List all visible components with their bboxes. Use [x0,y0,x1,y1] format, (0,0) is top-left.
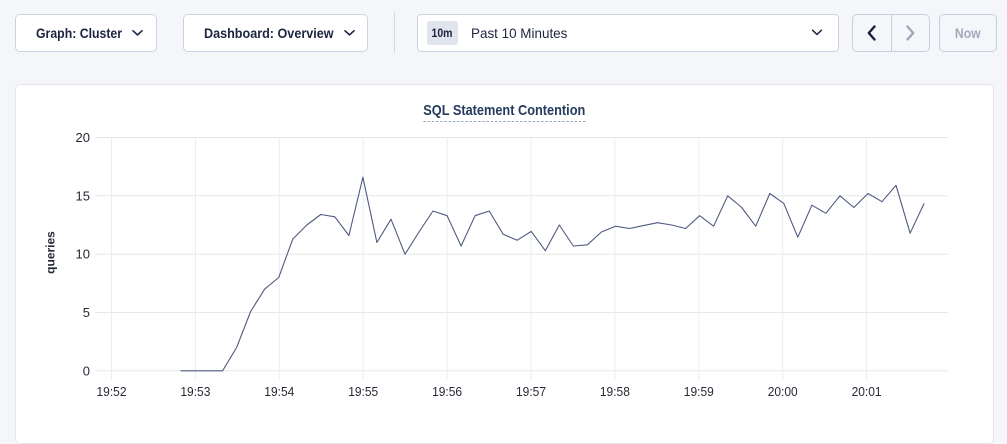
svg-text:queries: queries [44,231,58,274]
svg-text:19:53: 19:53 [180,384,210,399]
svg-text:19:52: 19:52 [97,384,127,399]
svg-text:15: 15 [76,188,90,203]
svg-text:0: 0 [83,363,90,378]
svg-text:20: 20 [76,130,90,145]
svg-text:19:55: 19:55 [348,384,378,399]
svg-text:19:57: 19:57 [516,384,546,399]
svg-text:19:59: 19:59 [684,384,714,399]
svg-text:20:00: 20:00 [768,384,798,399]
svg-text:20:01: 20:01 [852,384,882,399]
svg-text:10: 10 [76,247,90,262]
svg-text:5: 5 [83,305,90,320]
svg-text:19:58: 19:58 [600,384,630,399]
svg-text:19:56: 19:56 [432,384,462,399]
svg-text:19:54: 19:54 [264,384,294,399]
